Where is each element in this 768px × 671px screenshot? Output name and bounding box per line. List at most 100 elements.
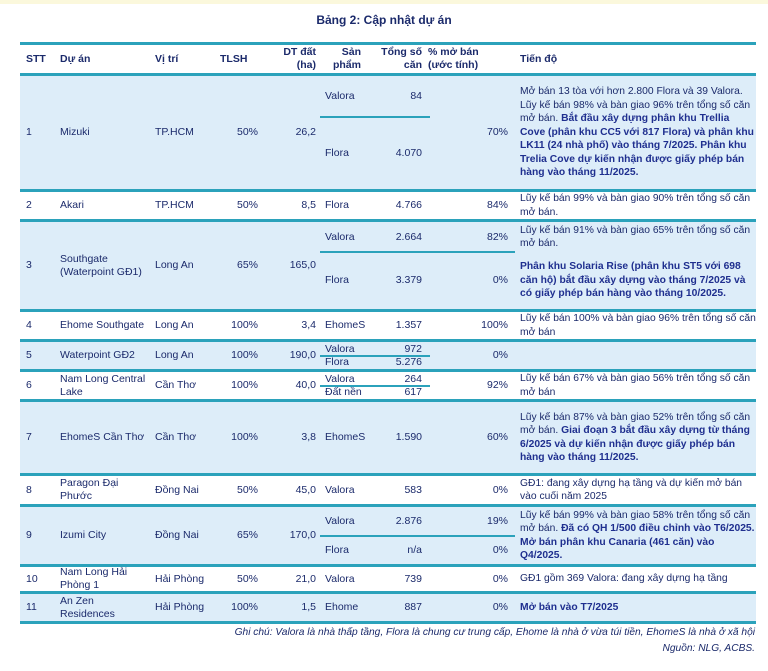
- cell-project: Southgate (Waterpoint GĐ1): [60, 252, 142, 278]
- cell-product: Flora: [325, 199, 349, 211]
- header-location: Vị trí: [155, 52, 179, 65]
- cell-product: Valora: [325, 90, 355, 102]
- cell-area: 170,0: [289, 529, 316, 541]
- cell-units: 887: [404, 601, 422, 613]
- cell-units: 2.664: [395, 230, 422, 243]
- progress-plain-text: Lũy kế bán 100% và bàn giao 96% trên tổn…: [520, 313, 756, 338]
- sub-row-divider: [320, 251, 515, 253]
- cell-pct: 0%: [492, 349, 508, 361]
- cell-tlsh: 100%: [231, 319, 258, 331]
- progress-text: Mở bán vào T7/2025: [520, 601, 618, 615]
- cell-stt: 8: [26, 483, 32, 496]
- cell-area: 1,5: [301, 601, 316, 613]
- table-row: 1 Mizuki TP.HCM 50% 26,2 Valora 84 Flora 4.070 70…: [20, 76, 756, 192]
- cell-pct: 0%: [492, 601, 508, 613]
- cell-progress: Mở bán vào T7/2025: [520, 594, 756, 621]
- progress-text: Lũy kế bán 67% và bàn giao 56% trên tổng…: [520, 372, 756, 399]
- progress-plain-text: Lũy kế bán 91% và bàn giao 65% trên tổng…: [520, 224, 751, 250]
- cell-pct: 84%: [486, 199, 508, 211]
- progress-text: Lũy kế bán 91% và bàn giao 65% trên tổng…: [520, 224, 756, 251]
- progress-plain-text: Lũy kế bán 99% và bàn giao 58% trên tổng…: [520, 509, 751, 535]
- table-row: 7 EhomeS Cần Thơ Cần Thơ 100% 3,8 EhomeS 1.590…: [20, 402, 756, 476]
- cell-product: Ehome: [325, 601, 359, 613]
- cell-tlsh: 50%: [236, 483, 258, 496]
- cell-project: Waterpoint GĐ2: [60, 349, 135, 361]
- cell-progress: Lũy kế bán 87% và bàn giao 52% trên tổng…: [520, 402, 756, 473]
- cell-stt: 11: [26, 601, 37, 613]
- cell-product: Đất nền: [325, 386, 362, 398]
- cell-area: 40,0: [295, 379, 316, 391]
- cell-units: 5.276: [395, 356, 422, 368]
- cell-product: Flora: [325, 356, 349, 368]
- cell-location: TP.HCM: [155, 199, 194, 211]
- cell-project: Izumi City: [60, 529, 107, 541]
- cell-project: Nam Long Central Lake: [60, 372, 146, 398]
- progress-bold-text: Đã có QH 1/500 điều chỉnh vào T6/2025. M…: [520, 523, 755, 561]
- progress-text: Lũy kế bán 99% và bàn giao 58% trên tổng…: [520, 509, 756, 563]
- progress-text: GĐ1 gồm 369 Valora: đang xây dựng hạ tần…: [520, 572, 728, 586]
- cell-stt: 3: [26, 259, 32, 271]
- cell-units: 264: [404, 372, 422, 385]
- cell-area: 45,0: [295, 483, 316, 496]
- progress-text: Mở bán 13 tòa với hơn 2.800 Flora và 39 …: [520, 85, 756, 180]
- progress-text: GĐ1: đang xây dựng hạ tầng và dự kiến mở…: [520, 477, 756, 504]
- cell-product: Valora: [325, 572, 355, 585]
- table-row: 11 An Zen Residences Hải Phòng 100% 1,5 Ehome…: [20, 594, 756, 624]
- cell-area: 3,8: [301, 431, 316, 443]
- cell-progress: GĐ1: đang xây dựng hạ tầng và dự kiến mở…: [520, 476, 756, 504]
- table-row: 9 Izumi City Đồng Nai 65% 170,0 Valora 2.876 19…: [20, 507, 756, 567]
- progress-text: Lũy kế bán 100% và bàn giao 96% trên tổn…: [520, 312, 756, 339]
- cell-progress: Lũy kế bán 91% và bàn giao 65% trên tổng…: [520, 222, 756, 252]
- progress-text: Lũy kế bán 99% và bàn giao 90% trên tổng…: [520, 192, 756, 219]
- cell-progress: Phân khu Solaria Rise (phân khu ST5 với …: [520, 252, 756, 309]
- cell-product: Valora: [325, 372, 355, 385]
- cell-stt: 1: [26, 126, 32, 138]
- table-body: 1 Mizuki TP.HCM 50% 26,2 Valora 84 Flora 4.070 70…: [20, 76, 756, 624]
- progress-bold-text: Phân khu Solaria Rise (phân khu ST5 với …: [520, 261, 746, 300]
- cell-project: Mizuki: [60, 126, 90, 138]
- cell-area: 8,5: [301, 199, 316, 211]
- cell-tlsh: 50%: [236, 199, 258, 211]
- progress-plain-text: Lũy kế bán 67% và bàn giao 56% trên tổng…: [520, 373, 751, 398]
- cell-progress: Lũy kế bán 67% và bàn giao 56% trên tổng…: [520, 372, 756, 399]
- sub-row-divider: [320, 535, 515, 537]
- table-title: Bảng 2: Cập nhật dự án: [316, 13, 452, 27]
- sub-row-divider: [320, 116, 430, 118]
- cell-units: 84: [410, 90, 422, 102]
- progress-plain-text: GĐ1 gồm 369 Valora: đang xây dựng hạ tần…: [520, 573, 728, 585]
- cell-units: 1.357: [395, 319, 422, 331]
- cell-pct: 0%: [492, 274, 508, 286]
- cell-progress: Lũy kế bán 99% và bàn giao 58% trên tổng…: [520, 507, 756, 564]
- cell-units: 4.070: [395, 146, 422, 159]
- progress-plain-text: Lũy kế bán 87% và bàn giao 52% trên tổng…: [520, 411, 751, 437]
- table-row: 5 Waterpoint GĐ2 Long An 100% 190,0 Valora 972…: [20, 342, 756, 372]
- cell-pct: 19%: [486, 515, 508, 527]
- header-units: Tổng số căn: [381, 46, 422, 71]
- header-area: DT đất (ha): [283, 46, 316, 71]
- cell-project: Akari: [60, 199, 84, 211]
- cell-progress: GĐ1 gồm 369 Valora: đang xây dựng hạ tần…: [520, 567, 756, 591]
- cell-project: Ehome Southgate: [60, 319, 145, 331]
- cell-area: 165,0: [289, 259, 316, 271]
- cell-stt: 9: [26, 529, 32, 541]
- cell-area: 26,2: [295, 126, 316, 138]
- cell-stt: 4: [26, 319, 32, 331]
- cell-stt: 2: [26, 199, 32, 211]
- table-row: 3 Southgate (Waterpoint GĐ1) Long An 65% 165…: [20, 222, 756, 312]
- cell-location: Đồng Nai: [155, 483, 199, 496]
- cell-units: n/a: [407, 543, 422, 556]
- cell-tlsh: 100%: [231, 601, 258, 613]
- cell-tlsh: 65%: [236, 259, 258, 271]
- cell-stt: 6: [26, 379, 32, 391]
- note-text: Ghi chú: Valora là nhà thấp tầng, Flora …: [234, 627, 755, 638]
- cell-pct: 82%: [486, 230, 508, 243]
- cell-pct: 0%: [492, 543, 508, 556]
- table-row: 6 Nam Long Central Lake Cần Thơ 100% 40,0 Val…: [20, 372, 756, 402]
- progress-text: Lũy kế bán 87% và bàn giao 52% trên tổng…: [520, 411, 756, 465]
- cell-area: 3,4: [301, 319, 316, 331]
- cell-units: 3.379: [395, 274, 422, 286]
- cell-location: Cần Thơ: [155, 431, 197, 443]
- cell-product: EhomeS: [325, 319, 366, 331]
- cell-product: Valora: [325, 483, 355, 496]
- sub-row-divider: [320, 355, 430, 357]
